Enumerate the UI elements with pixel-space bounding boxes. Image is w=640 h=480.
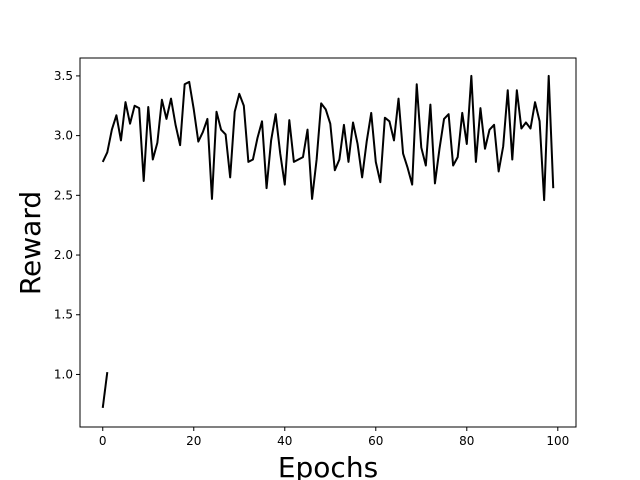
axes-frame [79, 57, 577, 428]
x-axis-title: Epochs [278, 451, 378, 480]
series-line-0-segment-1 [101, 74, 555, 202]
y-axis-ticks: 1.0 1.5 2.0 2.5 3.0 3.5 [54, 69, 80, 381]
y-tick-label: 3.5 [54, 69, 73, 83]
x-tick-label: 60 [368, 434, 383, 448]
plot-lines [101, 74, 555, 409]
y-tick-label: 3.0 [54, 129, 73, 143]
series-line-0-segment-0 [101, 371, 109, 409]
x-tick-label: 40 [277, 434, 292, 448]
y-tick-label: 2.5 [54, 188, 73, 202]
x-tick-label: 100 [546, 434, 569, 448]
y-tick-label: 2.0 [54, 248, 73, 262]
y-axis-title: Reward [14, 191, 47, 295]
x-tick-label: 80 [459, 434, 474, 448]
y-tick-label: 1.0 [54, 367, 73, 381]
x-tick-label: 20 [186, 434, 201, 448]
x-axis-ticks: 0 20 40 60 80 100 [99, 427, 569, 448]
y-tick-label: 1.5 [54, 308, 73, 322]
x-tick-label: 0 [99, 434, 107, 448]
